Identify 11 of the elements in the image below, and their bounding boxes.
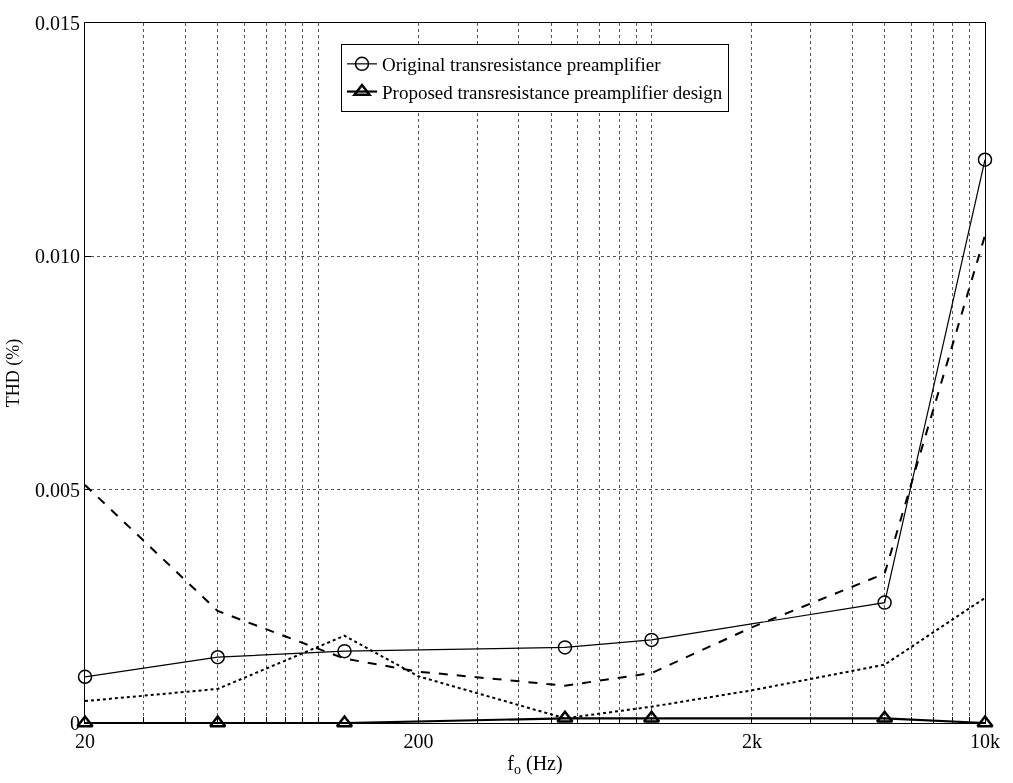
y-tick-label: 0.010	[35, 245, 80, 268]
x-tick-label: 200	[403, 730, 434, 752]
x-axis-title: f$_{o}$ (Hz)	[507, 751, 563, 777]
y-tick-label: 0.015	[35, 12, 80, 34]
y-tick-label: 0.005	[35, 478, 80, 501]
y-axis-title: THD (%)	[3, 338, 25, 408]
legend-label: Original transresistance preamplifier	[382, 54, 662, 76]
x-tick-label: 20	[75, 730, 95, 752]
legend-label: Proposed transresistance preamplifier design	[382, 81, 723, 103]
x-tick-label: 2k	[741, 730, 762, 752]
x-tick-label: 10k	[970, 730, 1000, 752]
